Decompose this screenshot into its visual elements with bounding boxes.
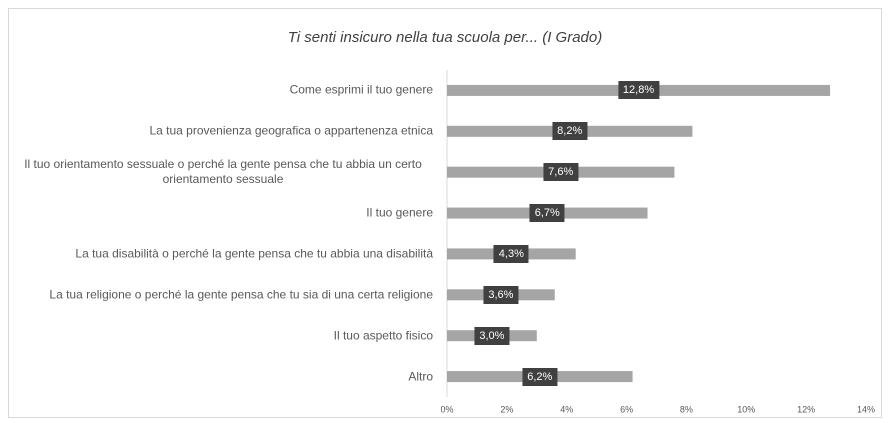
category-label-text: La tua provenienza geografica o apparten… <box>149 123 433 138</box>
category-label: Come esprimi il tuo genere <box>0 83 433 98</box>
x-tick-label: 10% <box>737 404 755 414</box>
data-label: 7,6% <box>543 163 579 182</box>
data-label: 12,8% <box>617 81 660 100</box>
category-label-text: La tua disabilità o perché la gente pens… <box>75 246 433 261</box>
category-label-text: Il tuo aspetto fisico <box>333 328 433 343</box>
category-label: La tua religione o perché la gente pensa… <box>0 287 433 302</box>
category-label: La tua provenienza geografica o apparten… <box>0 124 433 139</box>
x-tick-label: 12% <box>797 404 815 414</box>
category-label-text: La tua religione o perché la gente pensa… <box>49 287 433 302</box>
category-label-text: Come esprimi il tuo genere <box>289 82 433 97</box>
data-label: 3,6% <box>483 285 519 304</box>
data-label: 6,7% <box>529 204 565 223</box>
category-label: Altro <box>0 369 433 384</box>
x-tick-label: 4% <box>560 404 573 414</box>
category-label-text: Altro <box>408 369 433 384</box>
category-label: Il tuo orientamento sessuale o perché la… <box>0 157 433 187</box>
category-label-text: Il tuo orientamento sessuale o perché la… <box>24 157 422 187</box>
category-label: Il tuo aspetto fisico <box>0 328 433 343</box>
chart-frame <box>8 8 882 418</box>
chart-title: Ti senti insicuro nella tua scuola per..… <box>288 29 602 46</box>
data-label: 6,2% <box>522 367 558 386</box>
x-tick-label: 14% <box>857 404 875 414</box>
data-label: 4,3% <box>493 244 529 263</box>
data-label: 3,0% <box>474 326 510 345</box>
category-label: La tua disabilità o perché la gente pens… <box>0 246 433 261</box>
category-label-text: Il tuo genere <box>366 205 433 220</box>
x-tick-label: 8% <box>680 404 693 414</box>
x-tick-label: 2% <box>500 404 513 414</box>
x-tick-label: 6% <box>620 404 633 414</box>
category-label: Il tuo genere <box>0 206 433 221</box>
x-tick-label: 0% <box>440 404 453 414</box>
data-label: 8,2% <box>552 122 588 141</box>
